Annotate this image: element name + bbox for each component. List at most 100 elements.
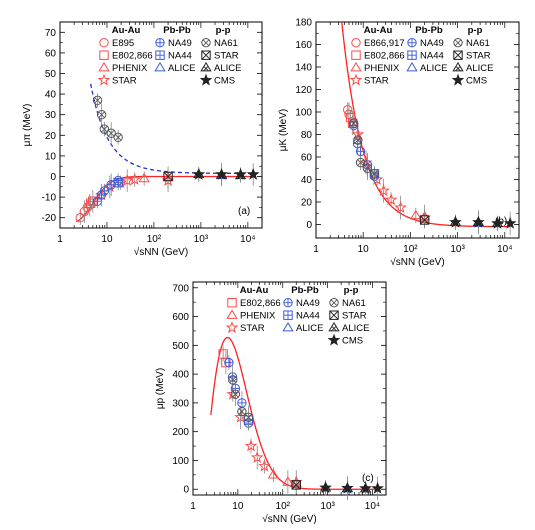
data-point <box>163 171 173 182</box>
data-point <box>228 375 238 385</box>
legend-label: E895 <box>112 38 134 49</box>
y-tick-label: 20 <box>301 198 313 209</box>
legend-label: CMS <box>214 76 235 87</box>
legend-marker <box>350 61 362 72</box>
legend-label: CMS <box>466 76 487 87</box>
data-point <box>369 169 380 179</box>
legend-label: CMS <box>342 336 363 347</box>
legend-label: ALICE <box>342 323 369 334</box>
legend-label: NA44 <box>168 51 192 62</box>
y-tick-label: 20 <box>45 131 57 142</box>
data-point <box>349 118 359 128</box>
x-tick-label: 1 <box>313 244 319 255</box>
legend-marker <box>200 61 212 72</box>
data-point <box>355 157 366 168</box>
legend-label: STAR <box>364 76 389 87</box>
y-tick-label: 400 <box>172 370 189 381</box>
legend-marker <box>453 50 463 60</box>
y-tick-label: 60 <box>45 48 57 59</box>
data-point <box>394 201 407 213</box>
legend-label: NA61 <box>466 38 490 49</box>
y-tick-label: 160 <box>295 40 312 51</box>
plot-frame <box>315 21 520 239</box>
x-tick-label: 10⁴ <box>497 244 512 255</box>
legend-group-title: p-p <box>468 25 483 36</box>
legend-label: NA44 <box>296 311 320 322</box>
legend-label: NA49 <box>168 38 192 49</box>
data-point <box>472 215 485 228</box>
data-point <box>491 216 504 229</box>
legend-label: STAR <box>240 323 265 334</box>
data-point <box>341 481 354 494</box>
legend-label: ALICE <box>296 323 323 334</box>
y-tick-label: 120 <box>295 85 312 96</box>
x-tick-label: 10² <box>147 234 162 245</box>
panel-label: (c) <box>362 473 374 484</box>
legend-group-title: Pb-Pb <box>415 25 443 36</box>
data-point <box>99 124 110 134</box>
legend-marker <box>349 73 363 86</box>
legend-marker <box>201 50 211 60</box>
y-tick-label: 140 <box>295 63 312 74</box>
data-point <box>244 439 258 452</box>
data-point <box>343 105 353 115</box>
data-point <box>106 128 116 138</box>
x-tick-label: 10² <box>403 244 418 255</box>
legend-label: PHENIX <box>364 63 400 74</box>
data-point <box>234 167 247 180</box>
x-tick-label: 1 <box>190 501 196 512</box>
data-point <box>291 480 301 490</box>
data-point <box>96 110 107 120</box>
y-tick-label: 0 <box>50 172 56 183</box>
legend-marker <box>98 61 110 72</box>
legend-marker <box>329 298 339 308</box>
data-point <box>113 132 123 143</box>
data-point <box>345 112 356 123</box>
legend-marker <box>225 321 239 334</box>
legend-label: STAR <box>112 76 137 87</box>
legend-marker <box>227 298 237 308</box>
data-point <box>138 172 150 183</box>
chart-panel-2: 0 20 40 60 80 100 120 140 160 180 1 10 10² 10³ 10⁴ √sNN… <box>278 18 520 268</box>
data-point <box>192 167 206 180</box>
legend-marker <box>201 38 211 48</box>
legend-marker <box>453 38 463 48</box>
y-tick-label: 100 <box>172 456 189 467</box>
legend-marker <box>97 73 111 86</box>
legend-marker <box>99 50 109 60</box>
y-tick-label: 70 <box>45 28 57 39</box>
x-tick-label: 10 <box>358 244 370 255</box>
legend-group-title: p-p <box>344 285 359 296</box>
chart-panel-1: -20 -10 0 10 20 30 40 50 60 70 1 10 10² 10³ 10⁴ √sNN (G… <box>22 21 263 258</box>
data-point <box>449 215 462 228</box>
legend-label: ALICE <box>420 63 447 74</box>
chart-panel-3: 0 100 200 300 400 500 600 700 1 10 10² 10³ 10⁴ √sNN (… <box>155 281 387 525</box>
y-tick-label: 200 <box>172 427 189 438</box>
legend-marker <box>226 309 238 319</box>
y-axis-label: μK (MeV) <box>278 109 289 151</box>
data-point <box>362 163 373 173</box>
legend-marker <box>99 38 109 48</box>
legend-group-title: Au-Au <box>112 25 141 36</box>
legend-label: STAR <box>342 311 367 322</box>
legend-label: ALICE <box>466 63 493 74</box>
y-tick-label: 300 <box>172 398 189 409</box>
x-tick-label: 10² <box>276 501 291 512</box>
legend-marker <box>406 61 418 72</box>
model-curve-1 <box>210 336 378 490</box>
legend-label: STAR <box>466 51 491 62</box>
data-point <box>258 459 271 472</box>
data-point <box>371 481 384 494</box>
legend-label: NA61 <box>342 298 366 309</box>
data-point <box>246 167 260 180</box>
x-tick-label: 1 <box>57 234 63 245</box>
data-point <box>243 412 254 422</box>
y-tick-label: 60 <box>301 153 313 164</box>
legend-group-title: p-p <box>216 25 231 36</box>
legend-label: E866,917 <box>364 38 405 49</box>
legend-label: PHENIX <box>240 311 276 322</box>
data-point <box>353 135 363 145</box>
x-tick-label: 10⁴ <box>365 501 380 512</box>
data-point <box>503 216 517 229</box>
legend-label: PHENIX <box>112 63 148 74</box>
